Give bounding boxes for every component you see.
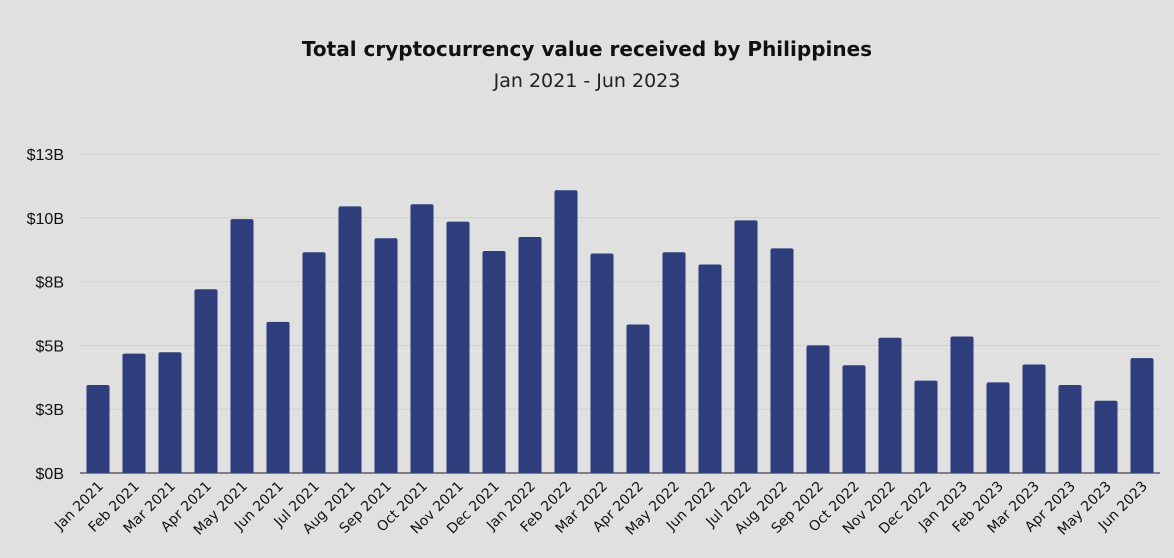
bar [698, 264, 722, 473]
y-axis: $0B $3B $5B $8B $10B $13B [27, 147, 64, 483]
bar [158, 352, 182, 473]
bar [626, 324, 650, 473]
bar [338, 206, 362, 474]
y-tick-label: $13B [27, 147, 64, 164]
y-tick-label: $5B [36, 338, 64, 355]
bar [878, 337, 902, 473]
bars [86, 190, 1154, 474]
bar [842, 365, 866, 473]
y-tick-label: $8B [36, 275, 64, 292]
bar [410, 204, 434, 473]
bar [662, 252, 686, 473]
bar [590, 253, 614, 473]
bar [518, 236, 542, 473]
bar [806, 345, 830, 473]
bar [86, 384, 110, 473]
chart-subtitle: Jan 2021 - Jun 2023 [493, 70, 681, 92]
y-tick-label: $3B [36, 402, 64, 419]
bar [1058, 384, 1082, 473]
bar [1130, 358, 1154, 473]
bar [482, 250, 506, 473]
y-tick-label: $10B [27, 211, 64, 228]
bar [194, 289, 218, 473]
bar [554, 190, 578, 473]
bar [1022, 364, 1046, 473]
bar [734, 220, 758, 473]
bar [1094, 400, 1118, 473]
y-tick-label: $0B [36, 466, 64, 483]
bar [374, 238, 398, 473]
bar [914, 380, 938, 473]
bar [986, 382, 1010, 473]
bar [770, 248, 794, 473]
grid [80, 153, 1160, 474]
bar [230, 219, 254, 473]
bar [302, 252, 326, 473]
bar [950, 336, 974, 473]
bar [122, 353, 146, 473]
chart-title: Total cryptocurrency value received by P… [301, 37, 873, 61]
bar [446, 221, 470, 473]
bar [266, 321, 290, 473]
